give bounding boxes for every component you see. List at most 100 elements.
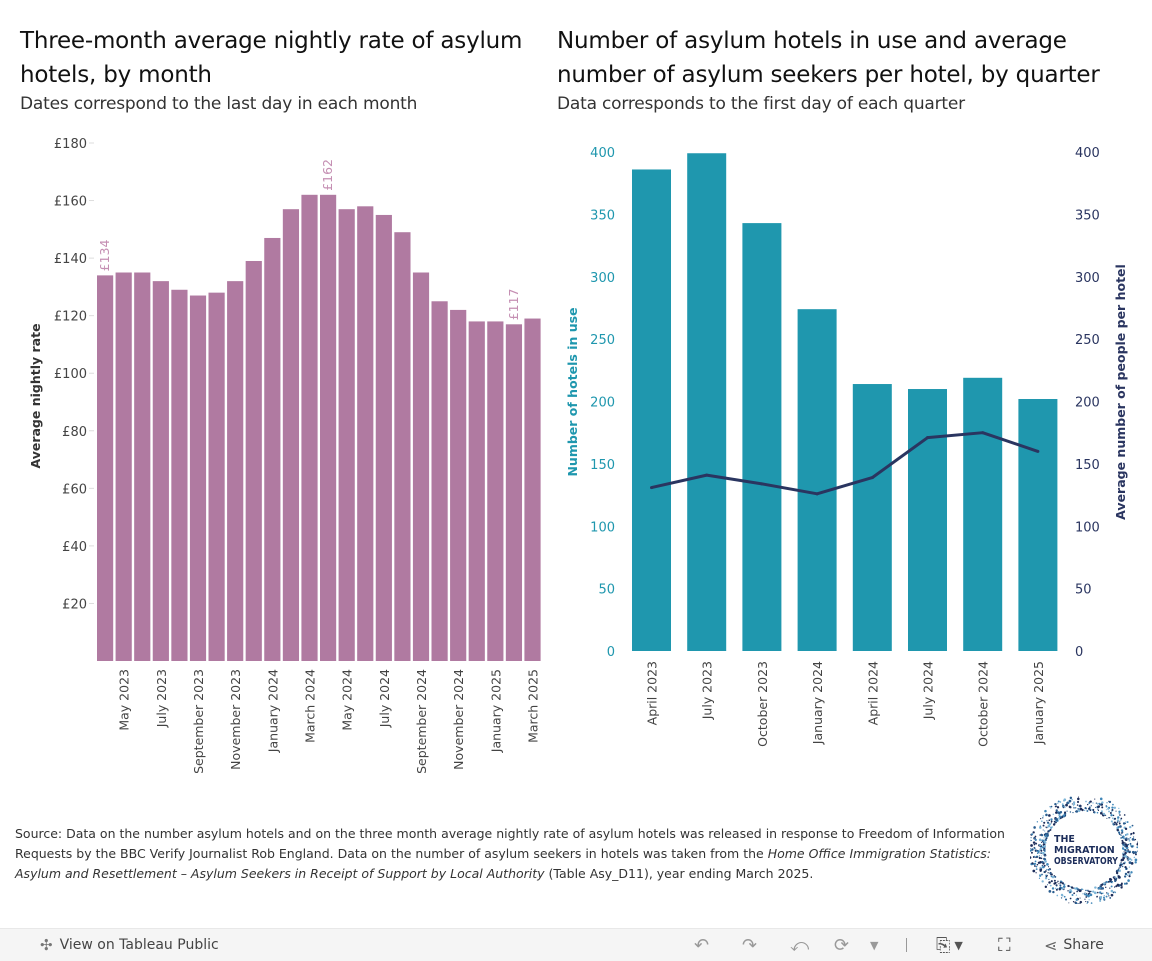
- logo-text-observatory: OBSERVATORY: [1054, 856, 1118, 867]
- download-icon: ⎘: [936, 934, 951, 956]
- source-note: Source: Data on the number asylum hotels…: [15, 824, 1015, 884]
- rate-bar[interactable]: [171, 289, 188, 661]
- rate-bar[interactable]: [412, 272, 430, 662]
- people-per-hotel-point[interactable]: [650, 486, 653, 490]
- rate-bar[interactable]: [152, 281, 169, 661]
- right-chart-right-y-tick-label: 350: [1075, 208, 1100, 223]
- left-x-tick-label: November 2024: [451, 669, 466, 770]
- right-y-axis-right-title: Average number of people per hotel: [1113, 264, 1128, 520]
- rate-bar[interactable]: [189, 295, 207, 661]
- rate-bar[interactable]: [431, 301, 448, 661]
- rate-bar[interactable]: [115, 272, 132, 662]
- tableau-toolbar: ✣ View on Tableau Public ↶ ↷ ⤺ ⟳ ▼ ⎘ ▼ ⛶ …: [0, 928, 1152, 961]
- right-chart-left-y-tick-label: 50: [598, 583, 615, 598]
- people-per-hotel-point[interactable]: [1036, 449, 1040, 453]
- people-per-hotel-point[interactable]: [981, 431, 985, 435]
- rate-bar[interactable]: [208, 292, 225, 661]
- hotels-bar[interactable]: [632, 169, 671, 651]
- refresh-button[interactable]: ⟳: [834, 929, 849, 961]
- rate-bar[interactable]: [505, 324, 523, 661]
- logo-dot-ring: [1028, 796, 1140, 905]
- rate-bar[interactable]: [468, 321, 485, 661]
- rate-bar[interactable]: [320, 194, 337, 662]
- view-on-tableau-public-button[interactable]: ✣ View on Tableau Public: [40, 929, 219, 961]
- logo-text-migration: MIGRATION: [1054, 845, 1115, 856]
- revert-icon: ⤺: [790, 934, 810, 956]
- right-chart-right-y-tick-label: 50: [1075, 583, 1092, 598]
- left-chart-title: Three-month average nightly rate of asyl…: [20, 28, 523, 88]
- right-chart-left-y-tick-label: 250: [590, 333, 615, 348]
- left-x-tick-label: May 2024: [340, 669, 355, 731]
- people-per-hotel-point[interactable]: [870, 476, 874, 480]
- source-text-end: (Table Asy_D11), year ending March 2025.: [544, 866, 814, 881]
- left-y-tick-label: £180: [54, 137, 87, 152]
- migration-observatory-logo: THE MIGRATION OBSERVATORY: [1028, 796, 1140, 905]
- right-chart-right-y-tick-label: 300: [1075, 271, 1100, 286]
- right-chart-left-y-tick-label: 200: [590, 396, 615, 411]
- people-per-hotel-point[interactable]: [926, 436, 929, 440]
- nightly-rate-bar-chart: £20 £40 £60 £80 £100 £120 £140 £160 £180 £134 £16…: [28, 137, 541, 774]
- refresh-dropdown-button[interactable]: ▼: [870, 929, 878, 961]
- right-chart-left-y-tick-label: 400: [590, 146, 615, 161]
- people-per-hotel-line[interactable]: [651, 431, 1039, 496]
- people-per-hotel-point[interactable]: [815, 492, 819, 496]
- fullscreen-button[interactable]: ⛶: [998, 929, 1011, 961]
- rate-bar[interactable]: [282, 209, 300, 661]
- share-label: Share: [1063, 937, 1104, 953]
- logo-text-the: THE: [1054, 834, 1075, 845]
- hotels-bar[interactable]: [687, 153, 727, 651]
- rate-bar-label: £162: [320, 159, 335, 191]
- people-per-hotel-point[interactable]: [760, 482, 764, 486]
- download-button[interactable]: ⎘ ▼: [936, 929, 963, 961]
- rate-bar[interactable]: [394, 232, 411, 661]
- right-x-tick-label: October 2024: [976, 661, 991, 747]
- right-chart-left-y-tick-label: 0: [607, 645, 615, 660]
- left-y-tick-label: £140: [54, 252, 87, 267]
- rate-bar[interactable]: [450, 309, 467, 661]
- right-y-axis-left-title: Number of hotels in use: [565, 307, 580, 476]
- redo-icon: ↷: [742, 934, 758, 956]
- rate-bar[interactable]: [301, 194, 318, 662]
- left-x-tick-label: March 2025: [526, 669, 541, 743]
- hotels-bar[interactable]: [742, 223, 782, 652]
- rate-bar[interactable]: [375, 214, 392, 661]
- source-text: Source: Data on the number asylum hotels…: [15, 826, 1005, 861]
- rate-bar[interactable]: [338, 209, 355, 661]
- redo-button[interactable]: ↷: [742, 929, 757, 961]
- rate-bar[interactable]: [227, 281, 244, 661]
- hotels-bar[interactable]: [908, 389, 947, 651]
- revert-button[interactable]: ⤺: [790, 929, 809, 961]
- people-per-hotel-point[interactable]: [705, 473, 709, 477]
- right-x-tick-label: April 2023: [645, 661, 660, 725]
- rate-bar[interactable]: [357, 206, 374, 662]
- hotels-bar[interactable]: [797, 309, 837, 651]
- left-x-tick-label: January 2025: [488, 669, 503, 753]
- right-x-tick-label: October 2023: [755, 661, 770, 747]
- hotels-bar[interactable]: [963, 377, 1003, 651]
- rate-bar[interactable]: [524, 318, 541, 661]
- fullscreen-icon: ⛶: [998, 934, 1011, 956]
- hotels-bar[interactable]: [852, 384, 892, 651]
- left-chart-subtitle: Dates correspond to the last day in each…: [20, 94, 418, 114]
- hotels-bar[interactable]: [1018, 399, 1058, 651]
- tableau-logo-icon: ✣: [40, 936, 53, 954]
- share-button[interactable]: ⋖ Share: [1044, 929, 1104, 961]
- source-publication: Home Office Immigration Statistics: Asyl…: [15, 846, 991, 881]
- left-y-axis-title: Average nightly rate: [28, 323, 43, 468]
- right-chart-right-y-tick-label: 100: [1075, 520, 1100, 535]
- rate-bar[interactable]: [487, 321, 504, 661]
- rate-bar[interactable]: [245, 260, 262, 661]
- left-y-tick-label: £80: [62, 425, 87, 440]
- rate-bar[interactable]: [264, 237, 281, 661]
- left-y-tick-label: £40: [62, 540, 87, 555]
- undo-button[interactable]: ↶: [694, 929, 709, 961]
- right-chart-right-y-tick-label: 0: [1075, 645, 1083, 660]
- right-chart-right-y-tick-label: 250: [1075, 333, 1100, 348]
- right-chart-right-y-tick-label: 150: [1075, 458, 1100, 473]
- left-y-tick-label: £20: [62, 597, 87, 612]
- refresh-icon: ⟳: [834, 934, 850, 956]
- left-x-tick-label: July 2023: [154, 669, 169, 728]
- rate-bar[interactable]: [134, 272, 151, 662]
- right-x-tick-label: January 2024: [810, 661, 825, 745]
- rate-bar[interactable]: [97, 275, 114, 661]
